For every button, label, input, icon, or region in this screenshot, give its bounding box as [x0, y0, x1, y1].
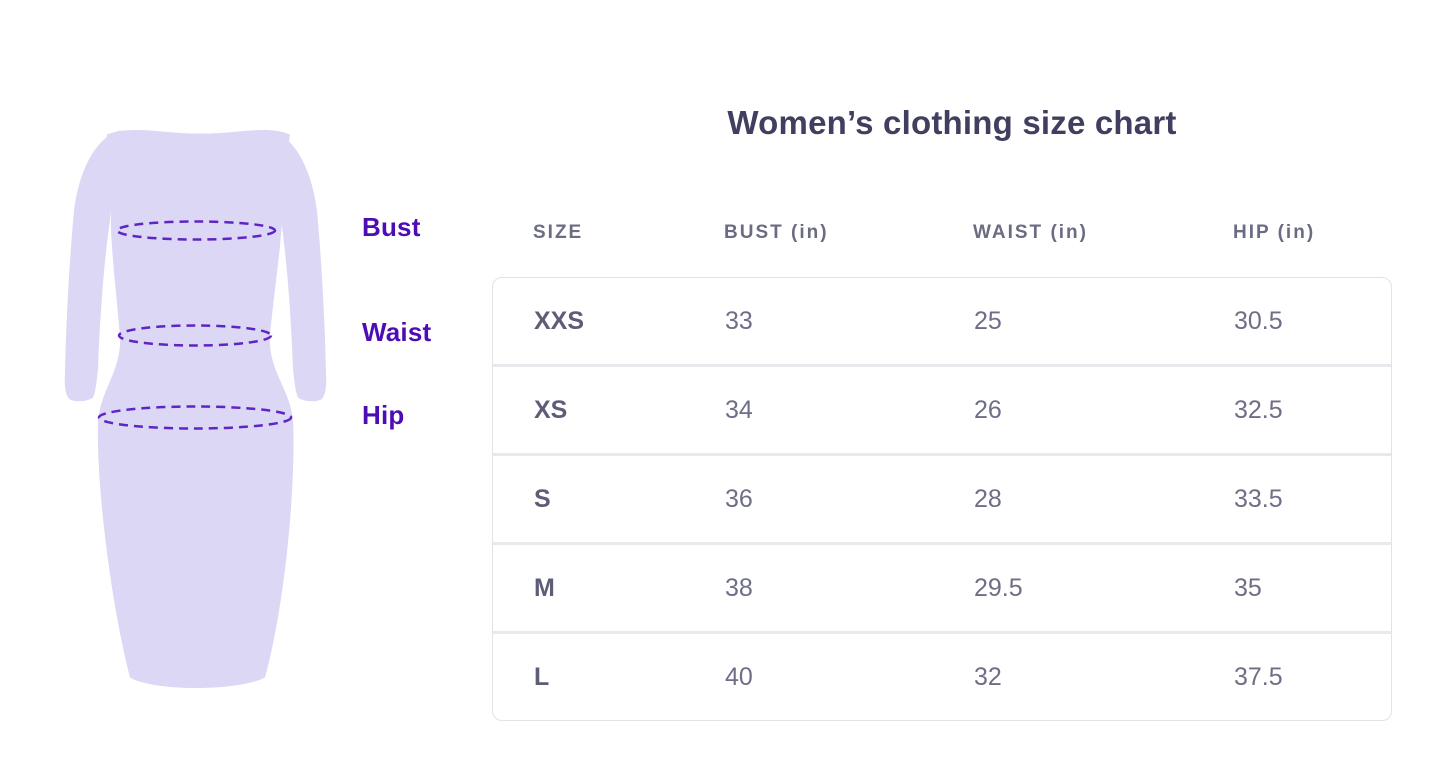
waist-value-cell: 28	[974, 484, 1002, 513]
hip-value-cell: 30.5	[1234, 306, 1283, 335]
hip-label: Hip	[362, 400, 405, 430]
dress-body-shape	[97, 130, 294, 688]
waist-label: Waist	[362, 317, 432, 347]
waist-value-cell: 32	[974, 662, 1002, 691]
column-header-size: SIZE	[533, 222, 584, 243]
dress-left-sleeve	[64, 130, 130, 402]
size-cell: M	[534, 573, 555, 602]
dress-right-sleeve	[261, 130, 327, 402]
table-row: L 40 32 37.5	[493, 631, 1391, 720]
size-cell: L	[534, 662, 550, 691]
size-cell: XS	[534, 395, 568, 424]
dress-figure	[58, 118, 348, 703]
bust-measure-ellipse	[115, 220, 277, 241]
hip-value-cell: 33.5	[1234, 484, 1283, 513]
page-title: Women’s clothing size chart	[727, 104, 1177, 141]
table-row: XXS 33 25 30.5	[493, 278, 1391, 364]
bust-value-cell: 38	[725, 573, 753, 602]
hip-value-cell: 32.5	[1234, 395, 1283, 424]
column-header-waist: WAIST (in)	[973, 222, 1088, 243]
column-header-bust: BUST (in)	[724, 222, 829, 243]
bust-value-cell: 33	[725, 306, 753, 335]
waist-value-cell: 29.5	[974, 573, 1023, 602]
bust-value-cell: 36	[725, 484, 753, 513]
size-cell: S	[534, 484, 551, 513]
hip-value-cell: 35	[1234, 573, 1262, 602]
table-row: S 36 28 33.5	[493, 453, 1391, 542]
bust-label: Bust	[362, 212, 421, 242]
size-cell: XXS	[534, 306, 585, 335]
waist-value-cell: 25	[974, 306, 1002, 335]
hip-measure-ellipse	[97, 405, 293, 430]
bust-value-cell: 34	[725, 395, 753, 424]
size-table: XXS 33 25 30.5 XS 34 26 32.5 S 36 28 33.5 M 38 29.5 35 L…	[492, 277, 1392, 721]
dress-illustration	[64, 130, 327, 688]
bust-value-cell: 40	[725, 662, 753, 691]
table-header-row: SIZE BUST (in) WAIST (in) HIP (in)	[492, 219, 1392, 247]
hip-value-cell: 37.5	[1234, 662, 1283, 691]
waist-measure-ellipse	[117, 324, 273, 347]
table-row: M 38 29.5 35	[493, 542, 1391, 631]
table-row: XS 34 26 32.5	[493, 364, 1391, 453]
waist-value-cell: 26	[974, 395, 1002, 424]
column-header-hip: HIP (in)	[1233, 222, 1316, 243]
